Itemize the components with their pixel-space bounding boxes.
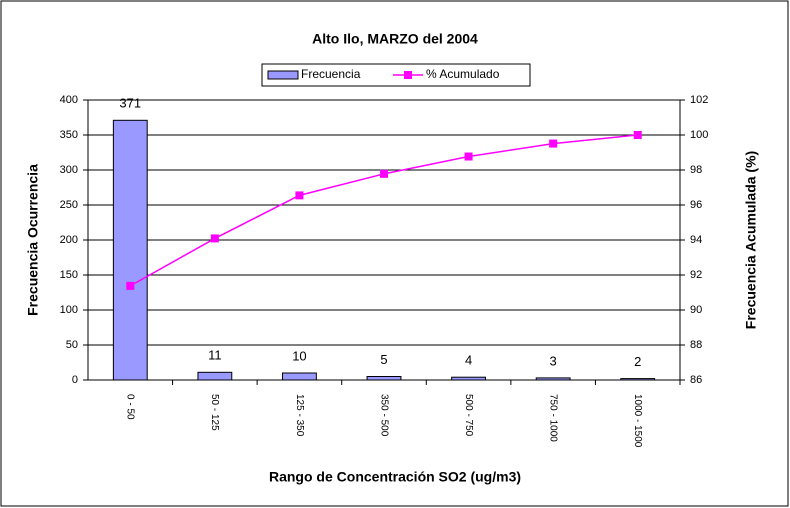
y-tick-label: 250 [60,199,78,211]
data-label: 2 [634,354,641,369]
marker [210,234,219,243]
x-tick-label: 50 - 125 [209,394,220,431]
bar [451,376,486,381]
y2-tick-label: 96 [690,199,702,211]
y-tick-label: 350 [60,129,78,141]
y2-tick-label: 100 [690,129,708,141]
y-tick-label: 400 [60,94,78,106]
marker [295,191,304,200]
y-tick-label: 100 [60,304,78,316]
y-axis-label: Frecuencia Ocurrencia [25,164,41,316]
bar [620,378,656,381]
y2-tick-label: 90 [690,304,702,316]
x-tick-label: 1000 - 1500 [632,394,643,448]
y2-tick-label: 86 [690,374,702,386]
marker [633,131,642,139]
y2-tick-label: 102 [690,94,708,106]
y2-axis-label: Frecuencia Acumulada (%) [743,151,759,329]
legend-swatch [267,70,299,80]
x-tick-label: 350 - 500 [378,394,389,437]
bar [197,371,233,381]
x-tick-label: 750 - 1000 [548,394,559,442]
x-tick-label: 125 - 350 [294,394,305,437]
y-tick-label: 300 [60,164,78,176]
data-label: 5 [380,352,387,367]
marker [549,139,558,148]
y-tick-label: 0 [72,374,78,386]
bar [282,372,317,381]
legend-swatch [404,71,412,79]
bar [112,119,148,381]
y2-tick-label: 94 [690,234,702,246]
marker [126,281,135,290]
bar [535,377,571,381]
marker [464,152,473,161]
marker [380,169,388,178]
y2-tick-label: 88 [690,339,702,351]
legend-label: % Acumulado [426,67,500,81]
x-tick-label: 500 - 750 [463,394,474,437]
legend-label: Frecuencia [301,67,361,81]
data-label: 10 [292,348,306,363]
y-tick-label: 150 [60,269,78,281]
y-tick-label: 50 [66,339,78,351]
x-axis-label: Rango de Concentración SO2 (ug/m3) [269,469,521,485]
bar [366,376,402,381]
data-label: 371 [119,96,141,111]
y2-tick-label: 92 [690,269,702,281]
data-label: 3 [550,353,557,368]
x-tick-label: 0 - 50 [125,394,136,420]
y-tick-label: 200 [60,234,78,246]
chart-title: Alto Ilo, MARZO del 2004 [312,31,478,47]
y2-tick-label: 98 [690,164,702,176]
data-label: 11 [208,348,222,363]
data-label: 4 [465,353,472,368]
